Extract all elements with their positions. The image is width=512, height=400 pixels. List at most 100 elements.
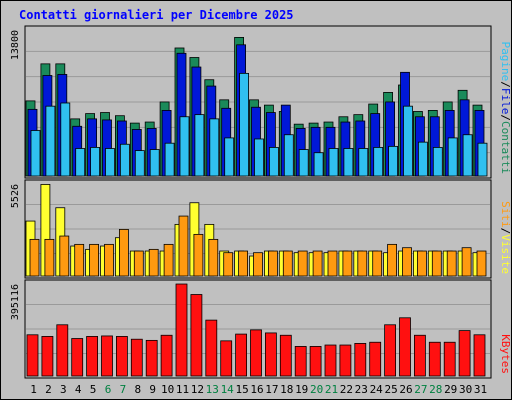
bar-pagine [298,149,309,177]
bar-siti [74,243,85,277]
x-tick-label: 8 [134,383,141,396]
bar-kbytes [309,346,322,377]
bar-siti [178,215,189,277]
x-tick-label: 27 [414,383,427,396]
bar-kbytes [116,336,128,377]
x-tick-label: 3 [60,383,67,396]
bar-pagine [30,130,41,177]
bar-siti [133,250,144,277]
bar-siti [29,238,40,277]
y-max-label-kbytes: 395116 [10,284,21,320]
bar-kbytes [413,334,426,377]
x-tick-label: 25 [384,383,397,396]
bar-siti [267,250,278,277]
bar-pagine [373,147,384,177]
bar-kbytes [175,283,188,377]
bar-siti [342,250,353,277]
bar-siti [44,238,55,277]
bar-siti [238,250,249,277]
bar-kbytes [473,334,486,377]
legend-visits: Siti/Visite [499,201,512,274]
bar-siti [357,250,368,277]
bar-siti [282,250,293,277]
bar-kbytes [205,319,218,377]
bar-kbytes [235,333,248,377]
bar-pagine [358,148,369,177]
bar-kbytes [324,344,337,377]
bar-pagine [105,148,115,177]
bar-pagine [417,141,428,177]
bar-kbytes [26,334,39,377]
bar-pagine [194,114,205,177]
x-tick-label: 15 [235,383,248,396]
bar-kbytes [145,339,158,377]
x-tick-label: 10 [161,383,174,396]
x-tick-label: 18 [280,383,293,396]
x-tick-label: 24 [370,383,384,396]
bar-pagine [313,152,324,177]
bar-kbytes [130,338,143,377]
x-tick-label: 7 [120,383,127,396]
bar-pagine [388,145,399,177]
bar-pagine [403,105,413,177]
legend-item-kbytes: KBytes [499,334,512,374]
x-tick-label: 28 [429,383,442,396]
bar-siti [253,252,263,277]
bar-kbytes [369,341,382,377]
bar-siti [402,247,412,277]
bar-siti [372,250,383,277]
legend-separator: / [499,228,512,235]
bar-kbytes [443,341,456,377]
x-tick-label: 1 [30,383,37,396]
bar-pagine [239,72,250,177]
bar-kbytes [86,336,98,377]
bar-kbytes [250,329,262,377]
legend-kbytes: KBytes [499,334,512,374]
x-tick-label: 9 [149,383,156,396]
bar-siti [387,243,398,277]
bar-siti [446,250,457,277]
bar-pagine [179,116,190,177]
x-tick-label: 6 [105,383,112,396]
y-max-label-hits: 13800 [10,30,21,60]
bar-pagine [149,149,160,177]
bar-pagine [283,134,294,177]
legend-item-visite: Visite [499,234,512,274]
bar-kbytes [56,324,69,377]
bar-pagine [447,137,458,177]
bar-pagine [432,147,443,177]
bar-kbytes [384,324,397,377]
legend-item-siti: Siti [499,201,512,228]
x-tick-label: 11 [176,383,189,396]
x-tick-label: 5 [90,383,97,396]
bar-pagine [164,142,175,177]
bar-siti [208,238,219,277]
x-tick-label: 13 [206,383,219,396]
bar-pagine [75,148,86,177]
bar-pagine [254,138,264,177]
legend-item-file: File [499,88,512,115]
bar-kbytes [354,343,367,377]
bar-siti [104,243,114,277]
x-tick-label: 17 [265,383,278,396]
bar-kbytes [220,340,233,377]
bar-kbytes [294,346,307,377]
bar-siti [59,235,70,277]
legend-item-pagine: Pagine [499,42,512,82]
bar-siti [223,252,234,277]
bar-kbytes [339,344,352,377]
bar-pagine [90,147,100,177]
bar-pagine [477,142,488,177]
legend-item-contatti: Contatti [499,121,512,174]
x-tick-label: 12 [191,383,204,396]
bar-pagine [268,147,279,177]
y-max-label-visits: 5526 [10,184,21,208]
bar-pagine [343,148,354,177]
x-tick-label: 14 [221,383,235,396]
bar-pagine [462,134,473,177]
x-tick-label: 16 [250,383,263,396]
x-tick-label: 26 [399,383,412,396]
bar-siti [312,250,323,277]
bar-pagine [60,102,71,177]
bar-pagine [120,143,130,177]
